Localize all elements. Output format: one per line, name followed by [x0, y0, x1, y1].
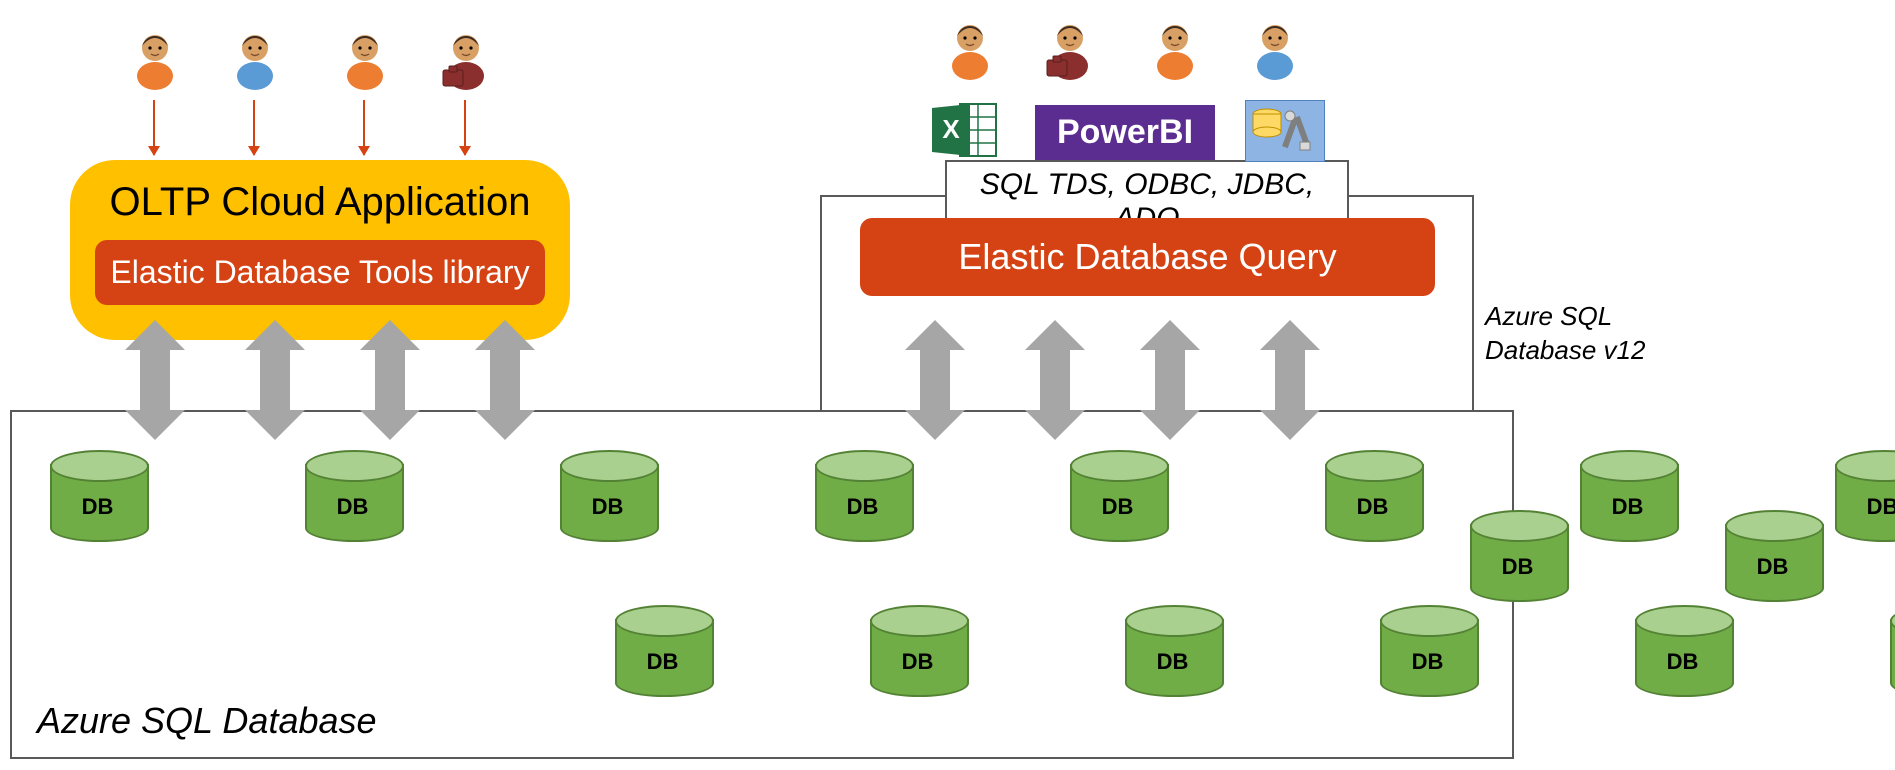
double-arrow-icon: [360, 320, 420, 440]
arrow-down-icon: [253, 100, 255, 155]
database-icon: DB: [1725, 510, 1820, 600]
user-icon: [340, 30, 390, 90]
arrow-down-icon: [153, 100, 155, 155]
azure-sql-database-container: Azure SQL Database: [10, 410, 1514, 759]
oltp-subtitle: Elastic Database Tools library: [95, 240, 545, 305]
database-icon: DB: [870, 605, 965, 695]
excel-icon: X: [930, 100, 1000, 160]
user-icon: [945, 20, 995, 80]
user-icon: [1250, 20, 1300, 80]
oltp-title: OLTP Cloud Application: [70, 180, 570, 225]
database-icon: DB: [1890, 605, 1895, 695]
double-arrow-icon: [1025, 320, 1085, 440]
database-icon: DB: [615, 605, 710, 695]
double-arrow-icon: [125, 320, 185, 440]
database-icon: DB: [1580, 450, 1675, 540]
database-icon: DB: [1125, 605, 1220, 695]
double-arrow-icon: [905, 320, 965, 440]
arrow-down-icon: [464, 100, 466, 155]
database-icon: DB: [815, 450, 910, 540]
user-icon: [1150, 20, 1200, 80]
azure-v12-label: Azure SQL Database v12: [1485, 300, 1685, 368]
sql-tools-icon: [1245, 100, 1325, 162]
azure-sql-database-label: Azure SQL Database: [37, 700, 377, 742]
database-icon: DB: [305, 450, 400, 540]
arrow-down-icon: [363, 100, 365, 155]
user-icon: [130, 30, 180, 90]
database-icon: DB: [1635, 605, 1730, 695]
double-arrow-icon: [475, 320, 535, 440]
user-icon: [1045, 20, 1095, 80]
database-icon: DB: [50, 450, 145, 540]
database-icon: DB: [1380, 605, 1475, 695]
svg-text:X: X: [942, 114, 960, 144]
oltp-application-box: OLTP Cloud Application Elastic Database …: [70, 160, 570, 340]
powerbi-icon: PowerBI: [1035, 105, 1215, 160]
user-icon: [230, 30, 280, 90]
user-icon: [441, 30, 491, 90]
database-icon: DB: [1070, 450, 1165, 540]
double-arrow-icon: [1140, 320, 1200, 440]
elastic-database-query-box: Elastic Database Query: [860, 218, 1435, 296]
database-icon: DB: [1470, 510, 1565, 600]
double-arrow-icon: [1260, 320, 1320, 440]
database-icon: DB: [1325, 450, 1420, 540]
database-icon: DB: [1835, 450, 1895, 540]
double-arrow-icon: [245, 320, 305, 440]
database-icon: DB: [560, 450, 655, 540]
